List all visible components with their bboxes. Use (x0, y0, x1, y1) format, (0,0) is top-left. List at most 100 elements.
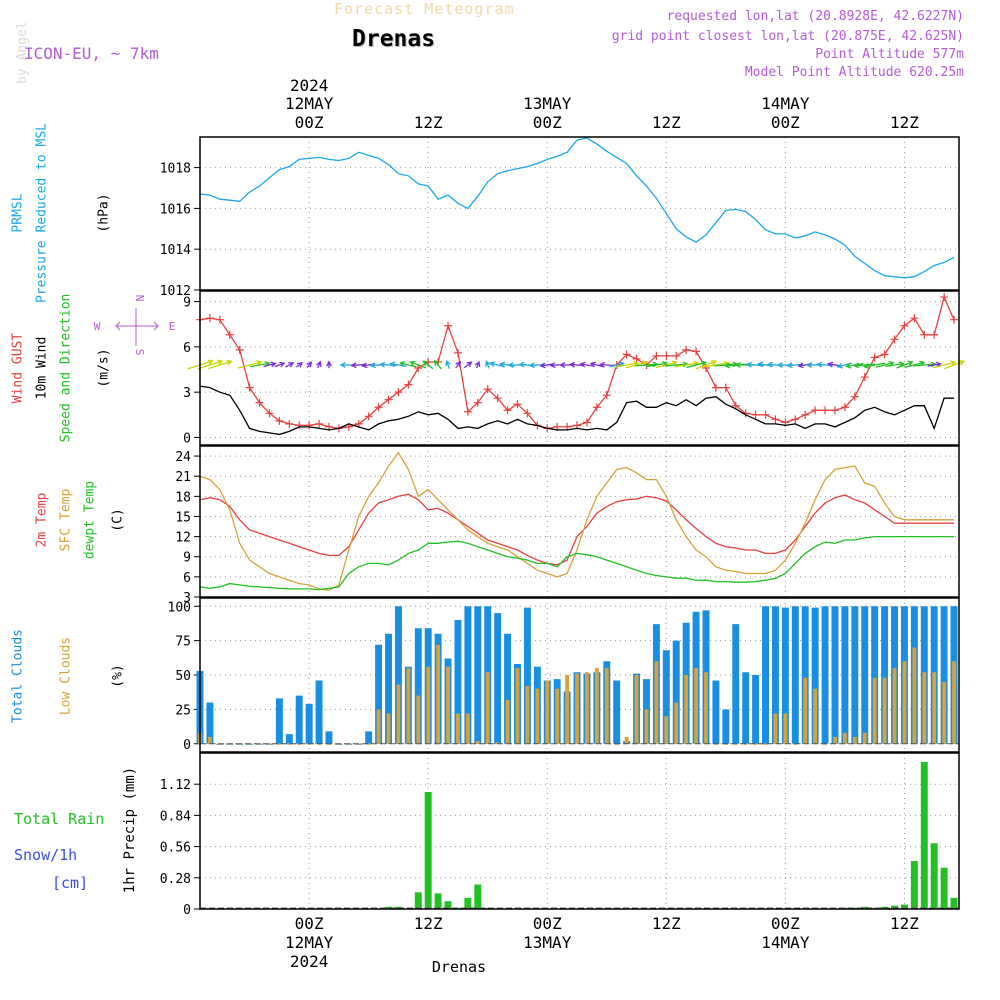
wind-vector-head (950, 360, 957, 366)
bar (752, 675, 760, 744)
bar (801, 606, 809, 744)
top-time-label: 00Z (533, 113, 562, 132)
wind-vector-head (498, 361, 506, 368)
bar (624, 736, 629, 744)
y-axis-label: (hPa) (97, 193, 112, 232)
bar (495, 742, 500, 744)
bottom-time-label: 00Z (533, 914, 562, 933)
wind-vector-head (862, 363, 870, 369)
wind-vector (400, 362, 417, 368)
wind-vector-head (549, 362, 556, 369)
compass-north: N (133, 295, 146, 302)
wind-vector-head (682, 361, 689, 368)
y-tick-label: 3 (183, 386, 191, 401)
gust-marker (384, 395, 393, 404)
wind-vector-head (217, 359, 224, 366)
y-tick-label: 24 (175, 450, 191, 465)
gust-marker (711, 383, 720, 392)
wind-vector-head (306, 361, 313, 368)
bar (773, 713, 778, 744)
wind-vector (590, 362, 603, 368)
wind-vector (274, 362, 285, 368)
bar (771, 606, 779, 744)
wind-vector-head (378, 361, 386, 368)
wind-vector-head (599, 361, 606, 368)
y-tick-label: 1014 (160, 243, 191, 258)
y-tick-label: 1012 (160, 284, 191, 299)
bar (525, 686, 530, 744)
bar (662, 650, 670, 744)
wind-vector-head (734, 362, 741, 368)
wind-vector-head (350, 362, 357, 369)
bar (485, 672, 490, 744)
bar (436, 644, 441, 744)
y-tick-label: 0 (183, 431, 191, 446)
gust-marker (235, 345, 244, 354)
wind-vector (580, 363, 594, 367)
wind-vector-head (589, 361, 596, 368)
gust-marker (662, 351, 671, 360)
gust-marker (453, 348, 462, 357)
bar (891, 905, 898, 909)
panel-3: 0 25 50 75 100 Total Clouds Low Clouds (%) (11, 597, 960, 753)
bar (414, 892, 422, 909)
gust-marker (682, 345, 691, 354)
wind-vector (600, 363, 614, 367)
top-time-label: 12Z (890, 113, 919, 132)
y-axis-label: Total Clouds (11, 629, 26, 723)
gust-marker (582, 418, 591, 427)
bar (206, 702, 214, 744)
bar (604, 668, 609, 744)
wind-vector (904, 361, 925, 369)
wind-vector (645, 362, 667, 368)
wind-vector (463, 361, 472, 369)
bar (386, 713, 391, 744)
wind-vector (913, 363, 936, 367)
wind-vector (927, 363, 941, 367)
gust-marker (850, 392, 859, 401)
wind-vector-head (518, 361, 525, 368)
wind-vector-head (845, 362, 852, 369)
bar (545, 680, 550, 744)
wind-vector-head (528, 362, 535, 369)
model-name: ICON-EU, ~ 7km (24, 44, 159, 63)
bar (821, 606, 829, 744)
y-axis-label: 2m Temp (35, 492, 50, 547)
bar (315, 680, 323, 744)
panel-2: 3 6 9 12 15 18 21 24 2m Temp SFC Temp dewpt Temp (C… (35, 445, 960, 606)
bottom-time-label: 2024 (290, 952, 329, 971)
bar (861, 906, 869, 909)
gust-marker (394, 388, 403, 397)
series-line (199, 385, 954, 436)
bar (444, 901, 452, 909)
gust-marker (950, 315, 959, 324)
bar (406, 668, 411, 744)
gust-marker (295, 421, 304, 430)
bottom-time-label: 12Z (890, 914, 919, 933)
panel-frame (199, 597, 960, 753)
wind-vector-head (507, 362, 514, 368)
y-axis-label: Pressure Reduced to MSL (35, 123, 50, 303)
bar (464, 897, 472, 909)
bar (753, 743, 758, 745)
wind-vector-head (389, 361, 396, 368)
bar (465, 713, 470, 744)
wind-vector-head (958, 359, 966, 366)
model-point-altitude: Model Point Altitude 620.25m (744, 65, 964, 80)
bar (940, 867, 948, 909)
bar (694, 668, 698, 744)
bar (922, 672, 927, 744)
bar (664, 716, 669, 744)
gust-marker (215, 315, 224, 324)
series-line (199, 535, 954, 591)
gust-marker (205, 314, 214, 323)
gust-marker (602, 391, 611, 400)
compass-east: E (169, 320, 176, 333)
bar (704, 672, 708, 744)
wind-vector-head (489, 361, 496, 368)
bar (208, 736, 212, 744)
wind-vector-head (485, 360, 491, 367)
wind-vector-head (316, 360, 322, 367)
bar (515, 668, 520, 744)
